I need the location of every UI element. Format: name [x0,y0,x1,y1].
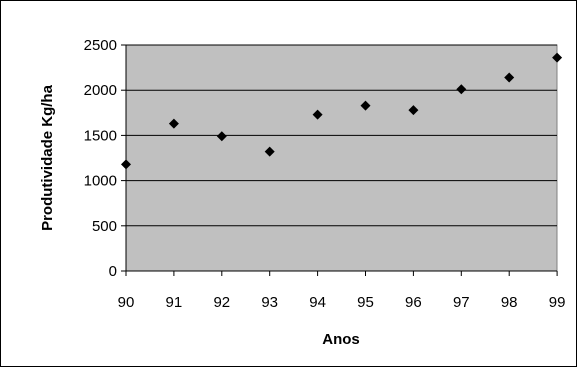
y-tick-labels: 0 500 1000 1500 2000 2500 [84,37,117,280]
x-tick-label: 93 [261,294,278,311]
y-tick-label: 2000 [84,82,117,99]
y-tick-label: 500 [92,218,117,235]
x-tick-label: 96 [405,294,422,311]
x-tick-label: 98 [501,294,518,311]
x-tick-label: 95 [357,294,374,311]
x-tick-label: 99 [549,294,566,311]
x-tick-label: 91 [166,294,183,311]
data-points [121,52,563,170]
x-axis-title: Anos [322,331,360,348]
data-point-diamond-icon [264,146,275,157]
x-tick-label: 90 [118,294,135,311]
gridlines [126,44,557,227]
x-tick-labels: 90 91 92 93 94 95 96 97 98 99 [118,294,566,311]
x-tick-label: 97 [453,294,470,311]
data-point-diamond-icon [216,131,227,142]
data-point-diamond-icon [408,105,419,116]
data-point-diamond-icon [504,72,515,83]
y-tick-label: 2500 [84,37,117,54]
y-tick-label: 0 [109,263,117,280]
data-point-diamond-icon [552,52,563,63]
y-tick-label: 1500 [84,127,117,144]
data-point-diamond-icon [312,109,323,120]
data-point-diamond-icon [456,84,467,95]
data-point-diamond-icon [168,118,179,129]
axes [121,44,558,276]
data-point-diamond-icon [121,159,131,170]
plot-area [125,44,558,272]
x-tick-label: 92 [213,294,230,311]
data-point-diamond-icon [360,100,371,111]
y-axis-title: Produtividade Kg/ha [39,84,56,231]
x-tick-label: 94 [309,294,326,311]
y-tick-label: 1000 [84,173,117,190]
